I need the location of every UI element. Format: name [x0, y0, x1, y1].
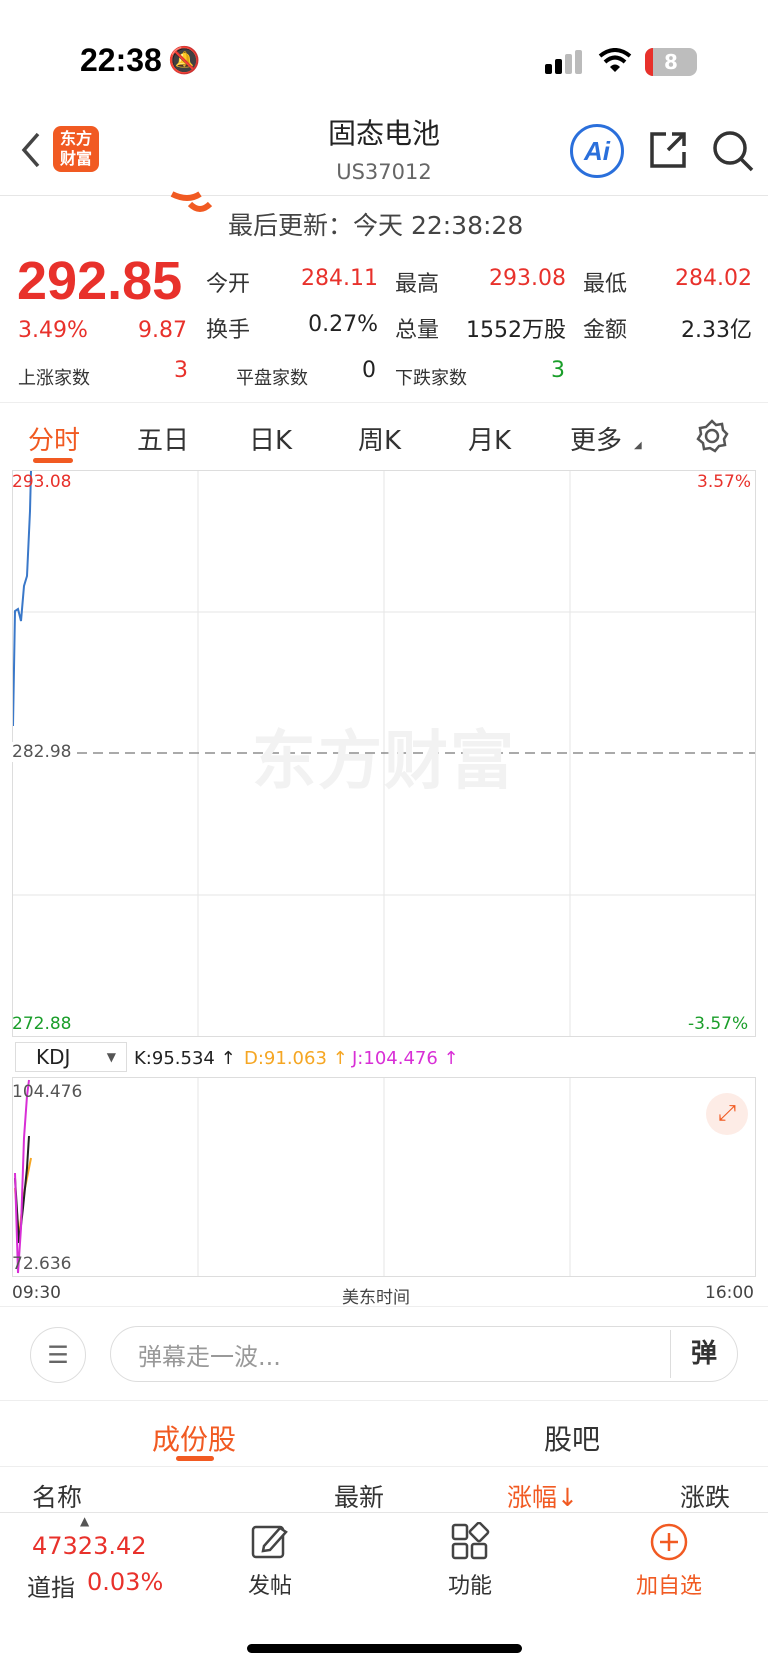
y-mid-label: 282.98: [12, 742, 72, 762]
index-percent: 0.03%: [87, 1568, 164, 1596]
x-start-label: 09:30: [12, 1283, 61, 1303]
last-update: 最后更新：今天 22:38:28: [228, 211, 524, 240]
y-min-label: 272.88: [12, 1014, 72, 1034]
add-watchlist-label[interactable]: 加自选: [635, 1574, 702, 1599]
divider: [0, 1306, 768, 1307]
settings-icon[interactable]: [694, 418, 730, 458]
kdj-y-max-label: 104.476: [12, 1082, 83, 1102]
open-label: 今开: [206, 272, 251, 297]
y-max-label: 293.08: [12, 472, 72, 492]
post-label[interactable]: 发帖: [247, 1574, 292, 1599]
column-change-pct[interactable]: 涨幅↓: [507, 1483, 578, 1512]
high-label: 最高: [395, 272, 440, 297]
tab-monthly-k[interactable]: 月K: [468, 426, 512, 456]
low-value: 284.02: [675, 266, 752, 291]
kdj-d-value: D:91.063 ↑: [244, 1048, 348, 1069]
amount-value: 2.33亿: [681, 318, 752, 343]
danmu-placeholder: 弹幕走一波...: [138, 1343, 281, 1371]
x-mid-label: 美东时间: [342, 1288, 410, 1308]
low-label: 最低: [583, 272, 628, 297]
kdj-chart[interactable]: [12, 1077, 756, 1277]
tab-intraday[interactable]: 分时: [28, 426, 81, 456]
tab-more[interactable]: 更多: [570, 426, 623, 456]
watermark: 东方财富: [252, 725, 516, 799]
divider: [0, 1466, 768, 1467]
up-count: 3: [174, 358, 188, 383]
current-price: 292.85: [17, 251, 183, 311]
home-indicator[interactable]: [247, 1644, 522, 1653]
flat-count-label: 平盘家数: [236, 368, 308, 389]
volume-label: 总量: [395, 318, 440, 343]
change-value: 9.87: [138, 318, 187, 343]
divider: [0, 1400, 768, 1401]
column-latest[interactable]: 最新: [334, 1483, 385, 1512]
status-time: 22:38: [80, 42, 162, 78]
high-value: 293.08: [489, 266, 566, 291]
pct-min-label: -3.57%: [688, 1014, 749, 1034]
indicator-select-value: KDJ: [36, 1045, 71, 1069]
open-value: 284.11: [301, 266, 378, 291]
danmu-input[interactable]: [110, 1326, 738, 1382]
danmu-list-icon[interactable]: ☰: [30, 1327, 86, 1383]
kdj-k-value: K:95.534 ↑: [134, 1048, 236, 1069]
app-logo[interactable]: 东方 财富: [53, 126, 99, 172]
change-percent: 3.49%: [18, 318, 88, 343]
nav-header: [0, 105, 768, 196]
page-title: 固态电池: [327, 117, 440, 150]
tab-forum[interactable]: 股吧: [544, 1423, 601, 1456]
wifi-icon: [598, 48, 632, 78]
back-icon[interactable]: [18, 130, 42, 174]
search-icon[interactable]: [710, 128, 756, 178]
stock-code: US37012: [336, 160, 432, 184]
kdj-y-min-label: 72.636: [12, 1254, 72, 1274]
battery-level: 8: [664, 50, 678, 74]
index-expand-icon: ▲: [80, 1514, 90, 1528]
index-value[interactable]: 47323.42: [32, 1532, 147, 1560]
amount-label: 金额: [583, 318, 628, 343]
decor-brush-icon: [170, 190, 220, 224]
price-line: [13, 471, 32, 727]
column-change[interactable]: 涨跌: [680, 1483, 731, 1512]
tab-five-day[interactable]: 五日: [137, 426, 190, 456]
flat-count: 0: [362, 358, 376, 383]
index-name: 道指: [27, 1574, 75, 1602]
indicator-select[interactable]: KDJ ▼: [15, 1042, 127, 1072]
down-count-label: 下跌家数: [395, 368, 467, 389]
functions-label[interactable]: 功能: [447, 1574, 492, 1599]
down-count: 3: [551, 358, 565, 383]
tab-indicator: [33, 458, 73, 463]
divider: [0, 402, 768, 403]
tab-weekly-k[interactable]: 周K: [358, 426, 402, 456]
turnover-label: 换手: [206, 318, 251, 343]
kdj-j-value: J:104.476 ↑: [352, 1048, 459, 1069]
more-dropdown-icon: ◢: [634, 440, 642, 451]
volume-value: 1552万股: [466, 318, 566, 343]
danmu-toggle-button[interactable]: 弹: [670, 1330, 737, 1378]
kdj-j-line: [14, 1079, 30, 1274]
tab-daily-k[interactable]: 日K: [249, 426, 293, 456]
column-name[interactable]: 名称: [32, 1483, 83, 1512]
tab-constituents[interactable]: 成份股: [152, 1423, 237, 1456]
battery-icon: 8: [645, 48, 697, 76]
logo-text-top: 东方: [59, 129, 92, 148]
pct-max-label: 3.57%: [697, 472, 752, 492]
expand-icon[interactable]: ⤢: [706, 1093, 748, 1135]
turnover-value: 0.27%: [308, 312, 378, 337]
chevron-down-icon: ▼: [106, 1050, 116, 1064]
signal-icon: [545, 50, 585, 80]
ai-button[interactable]: Ai: [570, 124, 624, 178]
add-watchlist-icon[interactable]: [649, 1522, 689, 1566]
logo-text-bottom: 财富: [59, 149, 92, 168]
mute-icon: 🔕: [168, 46, 201, 76]
share-icon[interactable]: [646, 128, 690, 176]
up-count-label: 上涨家数: [18, 368, 90, 389]
sub-tab-indicator: [176, 1456, 214, 1461]
kdj-k-line: [14, 1135, 30, 1244]
compose-icon[interactable]: [250, 1522, 290, 1566]
functions-icon[interactable]: [450, 1521, 490, 1566]
x-end-label: 16:00: [705, 1283, 754, 1303]
